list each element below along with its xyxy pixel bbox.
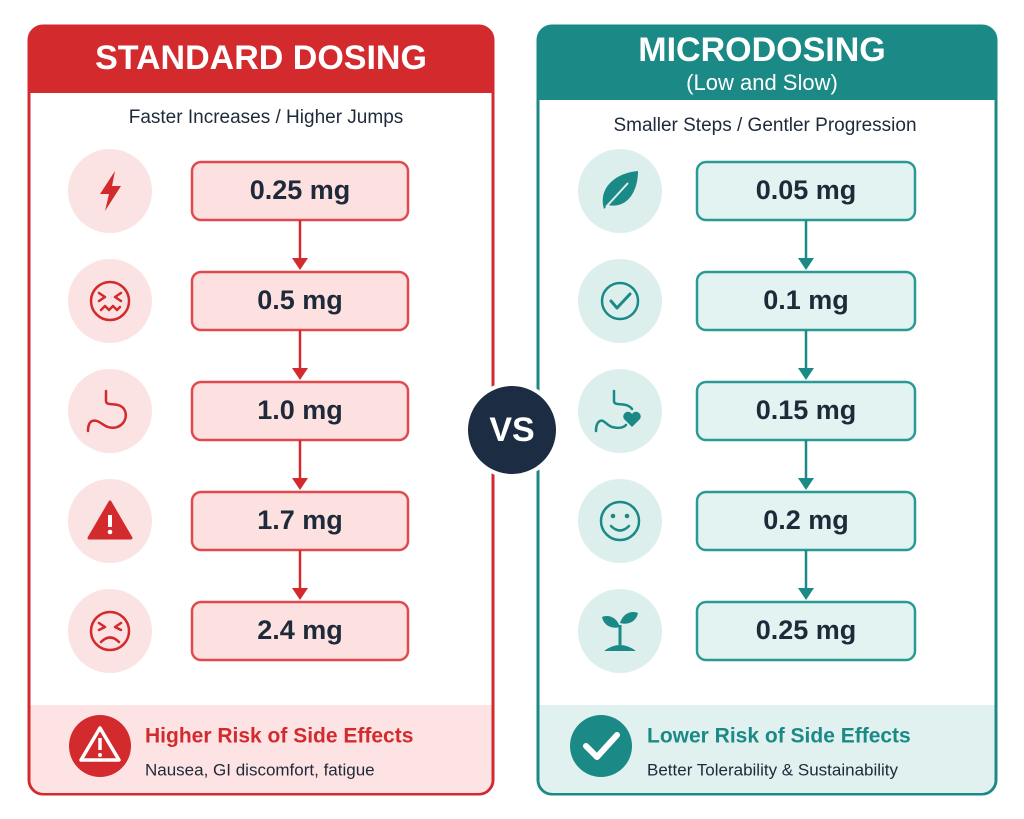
icon-part [623,411,641,427]
flow-arrowhead [798,588,814,600]
icon-part [107,529,113,535]
icon-part [604,645,636,651]
left-footer-title: Higher Risk of Side Effects [145,725,413,748]
dose-label: 0.25 mg [250,175,351,205]
step-icon [89,280,131,322]
flow-arrowhead [798,258,814,270]
right-subtitle: Smaller Steps / Gentler Progression [613,115,916,136]
vs-badge [464,382,560,478]
step-icon [602,171,638,209]
dose-label: 0.2 mg [763,505,849,535]
left-header [29,26,493,93]
left-footer [30,705,492,794]
step-icon [599,500,641,542]
icon-part [89,280,131,322]
check-icon [583,732,620,760]
warning-icon [98,753,102,757]
icon-part [599,500,641,542]
icon-part [86,389,127,433]
icon-part [609,292,632,310]
right-footer-text: Better Tolerability & Sustainability [647,760,899,779]
right-header [538,26,996,100]
left-subtitle: Faster Increases / Higher Jumps [129,107,404,128]
step-icon-bg [68,589,152,673]
right-title-note: (Low and Slow) [686,70,838,95]
step-icon [594,389,641,433]
flow-arrowhead [798,478,814,490]
step-icon-bg [68,369,152,453]
step-icon-bg [578,369,662,453]
icon-part [609,524,631,532]
right-footer [539,705,995,794]
icon-part [89,610,131,652]
dose-label: 0.15 mg [756,395,857,425]
step-icon [86,389,127,433]
dose-label: 0.05 mg [756,175,857,205]
left-footer-text: Nausea, GI discomfort, fatigue [145,760,375,779]
step-icon-bg [68,259,152,343]
icon-part [97,621,123,644]
step-icon-bg [578,479,662,563]
vs-text: VS [489,411,534,449]
icon-part [610,513,616,519]
flow-arrowhead [292,478,308,490]
icon-part [624,513,630,519]
icon-part [602,612,638,628]
step-icon [89,610,131,652]
icon-part [605,182,629,208]
dose-label: 0.25 mg [756,615,857,645]
icon-part [97,291,123,312]
dose-box [190,600,410,662]
dose-label: 2.4 mg [257,615,343,645]
dose-box [695,600,917,662]
flow-arrowhead [798,368,814,380]
dose-label: 1.7 mg [257,505,343,535]
dose-label: 0.5 mg [257,285,343,315]
dose-label: 1.0 mg [257,395,343,425]
step-icon-bg [578,259,662,343]
step-icon [87,500,133,540]
warning-icon [79,726,121,762]
flow-arrowhead [292,258,308,270]
step-icon [602,612,638,651]
dose-label: 0.1 mg [763,285,849,315]
step-icon [100,171,121,211]
step-icon [600,281,640,321]
right-title: MICRODOSING [638,31,885,69]
right-footer-icon [570,715,632,777]
icon-part [100,171,121,211]
flow-arrowhead [292,588,308,600]
right-footer-title: Lower Risk of Side Effects [647,725,911,748]
icon-part [594,389,634,433]
flow-arrowhead [292,368,308,380]
left-title: STANDARD DOSING [95,39,427,77]
icon-part [600,281,640,321]
